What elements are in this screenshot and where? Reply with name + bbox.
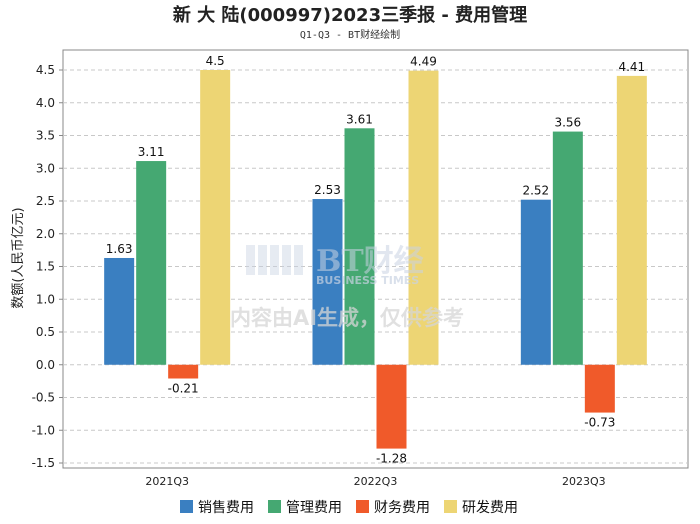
data-label: 2.53 <box>314 183 341 197</box>
bar <box>552 131 583 365</box>
bar <box>376 364 407 449</box>
bar <box>136 161 167 365</box>
legend-label: 管理费用 <box>286 500 342 516</box>
legend: 销售费用 管理费用 财务费用 研发费用 <box>180 500 518 516</box>
watermark-logo-text: BT财经 <box>316 244 424 279</box>
x-tick-label: 2021Q3 <box>145 475 189 488</box>
bar <box>520 199 551 365</box>
data-label: 2.52 <box>522 184 549 198</box>
y-tick-label: 4.5 <box>36 63 55 77</box>
data-label: 3.61 <box>346 112 373 126</box>
y-tick-label: 2.5 <box>36 194 55 208</box>
plot-area: 4.5 4.0 3.5 3.0 2.5 2.0 1.5 1.0 0.5 0.0 -0.5 -1.0 -1… <box>32 49 689 488</box>
x-tick-label: 2022Q3 <box>354 475 398 488</box>
watermark-notice: 内容由AI生成，仅供参考 <box>230 306 464 330</box>
y-tick-label: 4.0 <box>36 96 55 110</box>
data-label: 4.5 <box>206 54 225 68</box>
chart-title: 新 大 陆(000997)2023三季报 - 费用管理 <box>173 4 527 26</box>
bar <box>344 128 375 365</box>
bar <box>584 364 615 413</box>
y-tick-label: -0.5 <box>32 391 55 405</box>
bar <box>408 70 439 365</box>
y-axis-label: 数额(人民币亿元) <box>11 207 26 308</box>
bar <box>312 199 343 365</box>
y-tick-label: 1.5 <box>36 260 55 274</box>
legend-swatch <box>268 500 281 513</box>
watermark-logo-sub: BUSINESS TIMES <box>316 274 419 287</box>
plot-frame <box>62 49 689 469</box>
watermark-logo-icon <box>246 245 303 275</box>
data-label: 3.11 <box>138 145 165 159</box>
data-label: 4.41 <box>618 60 645 74</box>
data-label: -0.21 <box>168 382 199 396</box>
bar <box>104 257 135 365</box>
y-tick-label: 0.5 <box>36 325 55 339</box>
data-label: -0.73 <box>584 416 615 430</box>
legend-swatch <box>444 500 457 513</box>
y-tick-label: 0.0 <box>36 358 55 372</box>
bar <box>616 75 647 365</box>
legend-label: 研发费用 <box>462 500 518 516</box>
y-tick-label: 3.0 <box>36 161 55 175</box>
y-tick-label: 1.0 <box>36 292 55 306</box>
data-label: 3.56 <box>554 116 581 130</box>
data-label: -1.28 <box>376 452 407 466</box>
legend-label: 财务费用 <box>374 500 430 516</box>
data-label: 1.63 <box>106 242 133 256</box>
legend-label: 销售费用 <box>198 500 254 516</box>
x-tick-label: 2023Q3 <box>562 475 606 488</box>
y-tick-label: -1.5 <box>32 456 55 470</box>
legend-swatch <box>180 500 193 513</box>
y-tick-label: -1.0 <box>32 423 55 437</box>
legend-swatch <box>356 500 369 513</box>
bar <box>168 364 199 379</box>
chart-subtitle: Q1-Q3 - BT财经绘制 <box>300 28 400 41</box>
bar <box>200 70 231 365</box>
y-tick-label: 3.5 <box>36 129 55 143</box>
data-label: 4.49 <box>410 55 437 69</box>
y-tick-label: 2.0 <box>36 227 55 241</box>
watermark: BT财经 BUSINESS TIMES 内容由AI生成，仅供参考 <box>230 244 464 330</box>
